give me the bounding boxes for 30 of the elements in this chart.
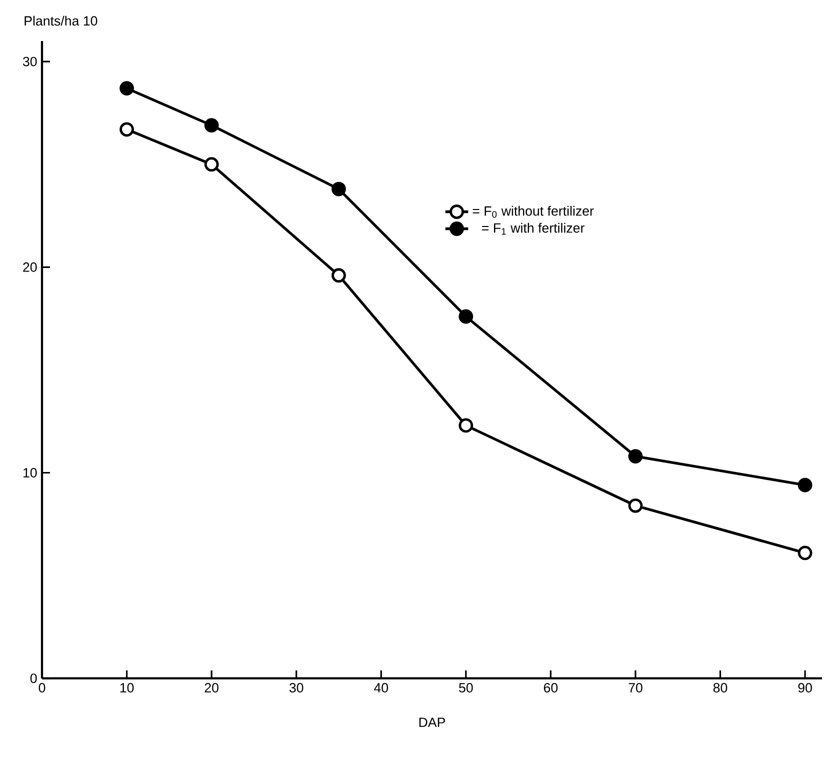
x-tick-label: 10 bbox=[120, 683, 134, 692]
point bbox=[798, 546, 812, 560]
x-tick-label: 50 bbox=[459, 683, 473, 692]
x-tick-label: 20 bbox=[204, 683, 218, 692]
point bbox=[332, 268, 346, 283]
point bbox=[120, 122, 134, 137]
point bbox=[332, 182, 346, 196]
x-tick-label: 30 bbox=[289, 683, 304, 692]
y-tick-label: 30 bbox=[22, 56, 37, 66]
point bbox=[120, 81, 134, 96]
x-tick-label: 80 bbox=[713, 683, 728, 692]
point bbox=[204, 118, 219, 132]
x-tick-label: 0 bbox=[38, 683, 46, 692]
point bbox=[628, 498, 643, 513]
x-tick-label: 90 bbox=[798, 683, 812, 692]
legend-label: = F$_{1}$ with fertilizer bbox=[482, 222, 584, 235]
x-tick-label: 70 bbox=[628, 683, 642, 692]
y-tick-label: 20 bbox=[23, 262, 37, 272]
point bbox=[458, 418, 474, 433]
legend-label: = F$_{0}$ without fertilizer bbox=[472, 206, 594, 218]
y-tick-label: 10 bbox=[23, 468, 37, 478]
point bbox=[628, 449, 643, 464]
x-tick-label: 40 bbox=[374, 683, 388, 692]
y-tick-label: 0 bbox=[30, 674, 37, 684]
x-axis-title: DAP bbox=[419, 718, 446, 727]
point bbox=[204, 157, 219, 172]
point bbox=[458, 309, 474, 324]
y-axis-title: Plants/ha 10 bbox=[24, 16, 98, 26]
x-tick-label: 60 bbox=[544, 683, 558, 692]
point bbox=[798, 478, 812, 492]
